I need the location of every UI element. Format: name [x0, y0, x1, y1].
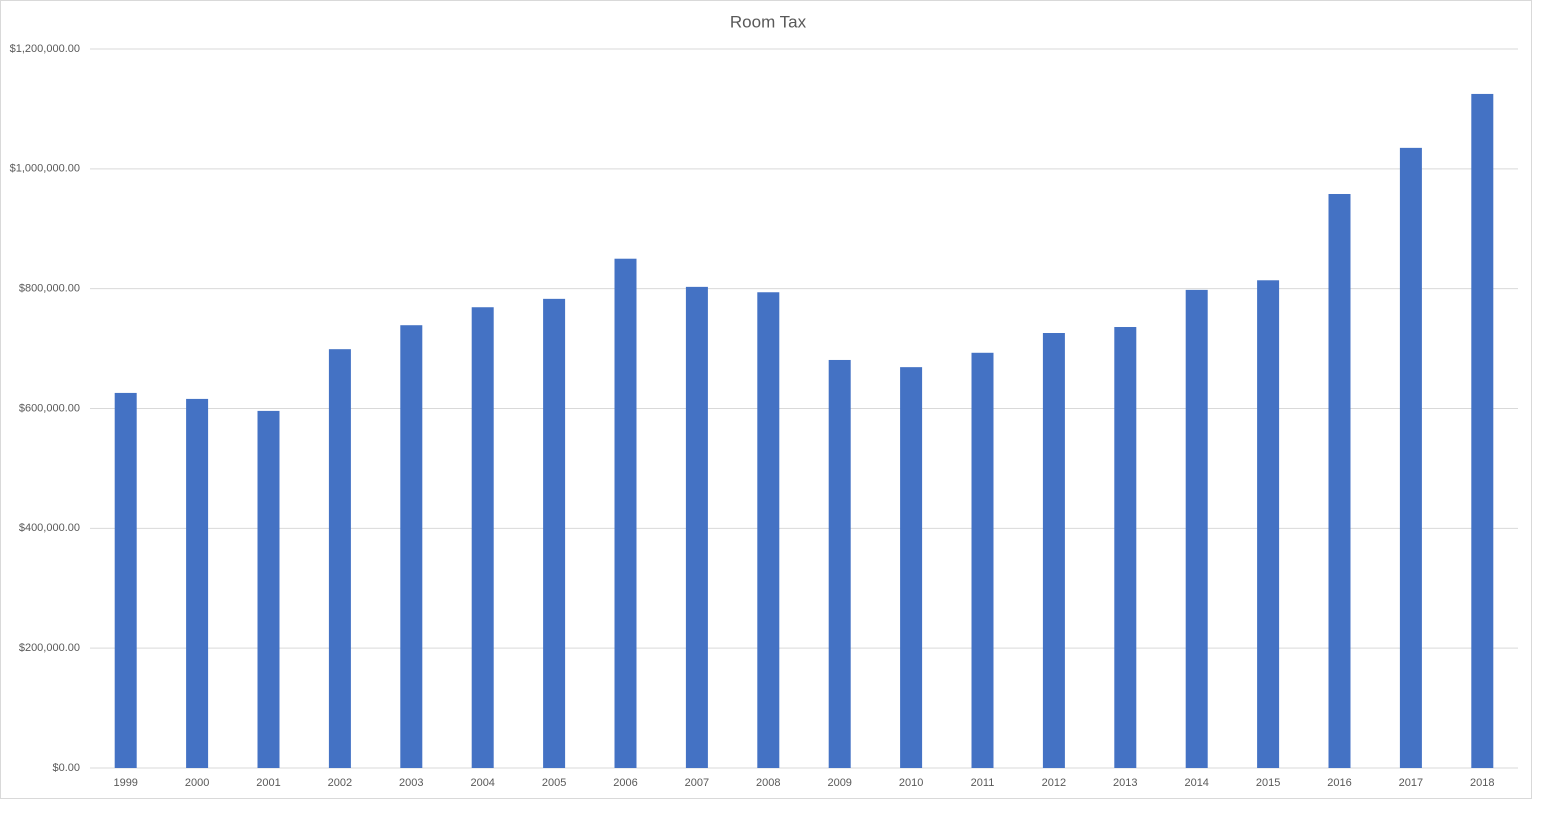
- bar: [1399, 147, 1422, 769]
- x-tick-label: 2017: [1399, 777, 1423, 789]
- x-tick-label: 2004: [470, 777, 494, 789]
- y-tick-label: $1,000,000.00: [10, 163, 80, 175]
- x-tick-label: 2002: [328, 777, 352, 789]
- bar: [685, 286, 708, 768]
- bar: [543, 298, 566, 768]
- bar: [614, 258, 637, 768]
- bar: [900, 367, 923, 768]
- x-tick-label: 2005: [542, 777, 566, 789]
- x-tick-label: 2015: [1256, 777, 1280, 789]
- y-tick-label: $0.00: [52, 762, 80, 774]
- bar: [971, 352, 994, 768]
- x-tick-label: 2018: [1470, 777, 1494, 789]
- x-tick-label: 2012: [1042, 777, 1066, 789]
- x-tick-label: 2014: [1184, 777, 1208, 789]
- x-tick-label: 2006: [613, 777, 637, 789]
- y-tick-label: $800,000.00: [19, 283, 80, 295]
- x-tick-label: 1999: [113, 777, 137, 789]
- bar: [1042, 333, 1065, 768]
- y-tick-label: $1,200,000.00: [10, 43, 80, 55]
- bar: [1328, 193, 1351, 768]
- bar: [328, 349, 351, 768]
- x-tick-label: 2007: [685, 777, 709, 789]
- x-tick-label: 2011: [971, 777, 995, 789]
- x-tick-label: 2009: [827, 777, 851, 789]
- y-tick-label: $600,000.00: [19, 402, 80, 414]
- x-tick-label: 2008: [756, 777, 780, 789]
- y-tick-label: $400,000.00: [19, 522, 80, 534]
- bar: [186, 398, 209, 768]
- x-tick-label: 2001: [256, 777, 280, 789]
- bar: [1471, 93, 1494, 768]
- bar: [471, 307, 494, 768]
- x-tick-label: 2010: [899, 777, 923, 789]
- bar: [828, 359, 851, 768]
- bar: [1185, 289, 1208, 768]
- x-tick-label: 2003: [399, 777, 423, 789]
- bar: [1257, 280, 1280, 768]
- bar: [114, 392, 137, 768]
- chart-title: Room Tax: [730, 12, 807, 31]
- x-tick-label: 2000: [185, 777, 209, 789]
- y-tick-label: $200,000.00: [19, 642, 80, 654]
- x-tick-label: 2016: [1327, 777, 1351, 789]
- bar: [257, 410, 280, 768]
- bar: [1114, 327, 1137, 768]
- x-tick-label: 2013: [1113, 777, 1137, 789]
- bar: [400, 325, 423, 768]
- bar: [757, 292, 780, 768]
